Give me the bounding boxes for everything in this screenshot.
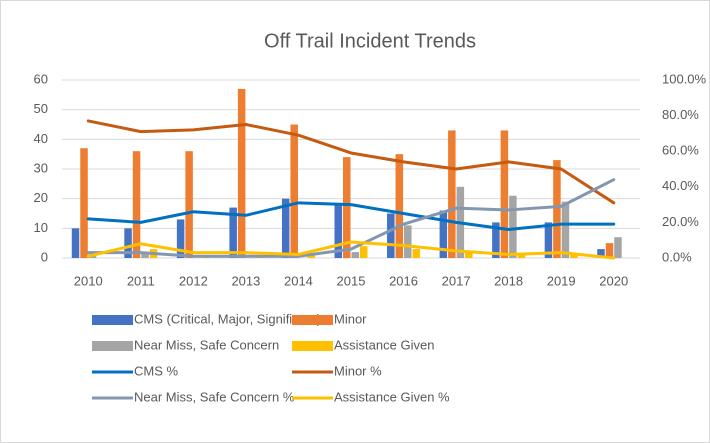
x-tick-label: 2015: [337, 273, 366, 288]
line: [86, 201, 616, 232]
y2-tick-label: 60.0%: [662, 143, 699, 158]
bar: [80, 148, 88, 258]
bar: [237, 88, 246, 259]
chart-title: Off Trail Incident Trends: [264, 30, 476, 52]
legend-label: Near Miss, Safe Concern: [134, 337, 279, 352]
x-tick-label: 2016: [389, 273, 418, 288]
bar: [124, 228, 132, 258]
x-tick-label: 2012: [179, 273, 208, 288]
bar: [351, 252, 359, 258]
bar: [387, 213, 395, 258]
bar: [570, 255, 578, 258]
line: [86, 119, 616, 205]
y-tick-label: 0: [41, 249, 48, 264]
bar: [553, 160, 561, 258]
y2-tick-label: 0.0%: [662, 249, 692, 264]
line: [86, 178, 616, 258]
bar: [614, 237, 622, 258]
bar: [509, 195, 517, 258]
x-tick-label: 2013: [231, 273, 260, 288]
x-tick-label: 2018: [494, 273, 523, 288]
bar: [465, 252, 473, 258]
bar: [281, 198, 290, 258]
legend-label: Minor %: [334, 363, 382, 378]
legend-label: CMS (Critical, Major, Significant): [134, 311, 321, 326]
y-tick-label: 60: [34, 71, 48, 86]
bar: [404, 225, 412, 258]
legend-swatch: [292, 341, 333, 351]
bar: [597, 249, 605, 258]
legend-swatch: [92, 341, 133, 351]
bar: [439, 210, 448, 258]
legend-swatch: [292, 315, 333, 325]
bar: [71, 228, 80, 258]
y-tick-label: 10: [34, 220, 48, 235]
y2-tick-label: 100.0%: [662, 71, 707, 86]
bar: [229, 207, 237, 258]
bar: [360, 246, 368, 258]
bar: [544, 222, 553, 258]
y2-tick-label: 40.0%: [662, 178, 699, 193]
bar: [132, 151, 141, 258]
x-tick-label: 2010: [74, 273, 103, 288]
x-tick-label: 2011: [127, 273, 155, 288]
bar: [141, 252, 149, 258]
y-tick-label: 50: [34, 101, 48, 116]
legend-label: Near Miss, Safe Concern %: [134, 389, 295, 404]
bar: [185, 151, 193, 258]
bar: [334, 204, 342, 258]
bar: [290, 124, 298, 258]
legend-label: Assistance Given %: [334, 389, 450, 404]
y-tick-label: 30: [34, 160, 48, 175]
legend-swatch: [92, 315, 133, 325]
y2-tick-label: 20.0%: [662, 214, 699, 229]
bar: [412, 249, 421, 258]
legend-label: Minor: [334, 311, 367, 326]
legend-label: CMS %: [134, 363, 179, 378]
bar: [343, 157, 351, 258]
x-tick-label: 2019: [547, 273, 576, 288]
x-tick-label: 2014: [284, 273, 313, 288]
y2-tick-label: 80.0%: [662, 107, 699, 122]
bar: [492, 222, 500, 258]
line: [86, 240, 616, 260]
bar: [605, 243, 614, 258]
bar: [500, 130, 509, 258]
bar: [448, 130, 456, 258]
x-tick-label: 2017: [442, 273, 471, 288]
legend-label: Assistance Given: [334, 337, 434, 352]
bar: [307, 255, 315, 258]
bar: [517, 255, 526, 258]
bar: [176, 219, 185, 258]
y-tick-label: 20: [34, 190, 48, 205]
bar: [561, 201, 570, 258]
x-tick-label: 2020: [599, 273, 628, 288]
y-tick-label: 40: [34, 131, 48, 146]
bar: [395, 154, 404, 258]
